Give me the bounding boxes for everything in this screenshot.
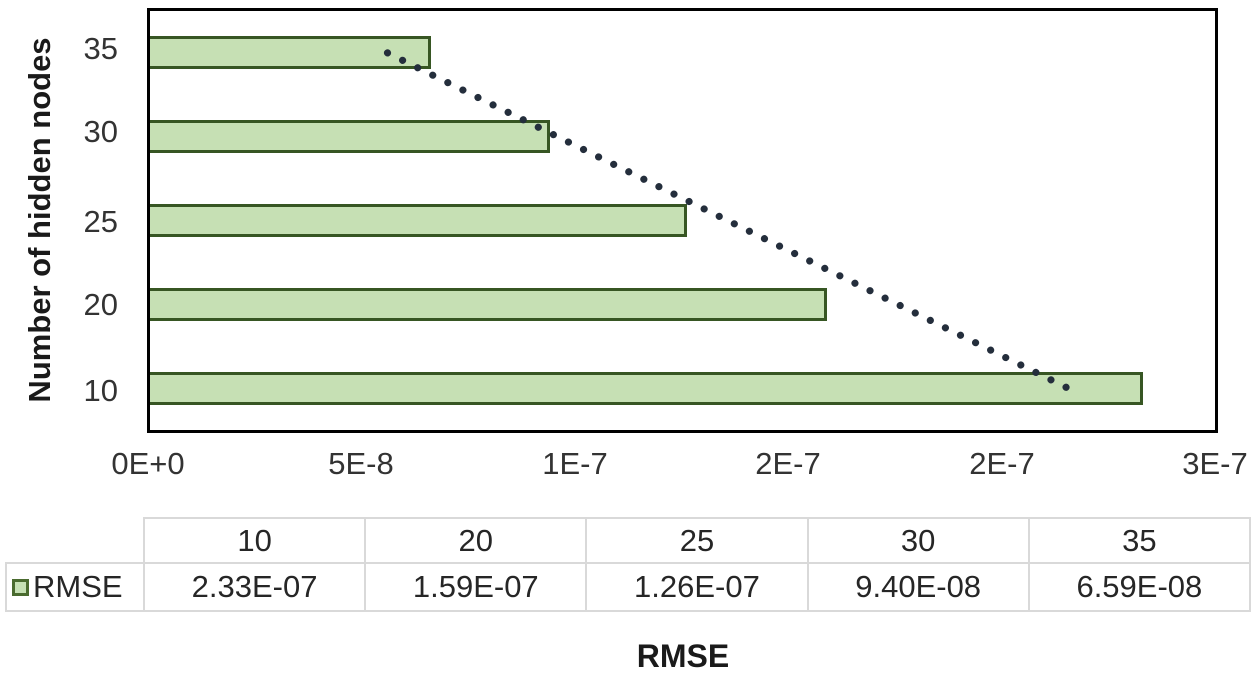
bar-nodes-35 xyxy=(150,36,431,70)
x-tick-label: 0E+0 xyxy=(111,446,185,481)
data-table: 10 20 25 30 35 RMSE 2.33E-07 1.59E-07 1.… xyxy=(5,517,1252,612)
y-tick-label: 20 xyxy=(83,287,118,322)
x-tick-label: 1E-7 xyxy=(542,446,608,481)
table-col-header: 10 xyxy=(142,517,367,564)
bar-nodes-20 xyxy=(150,287,828,321)
x-axis-title: RMSE xyxy=(636,638,730,674)
table-col-header: 30 xyxy=(806,517,1030,564)
table-col-header: 20 xyxy=(364,517,588,564)
table-value-cell: 9.40E-08 xyxy=(806,562,1030,612)
bar-nodes-30 xyxy=(150,120,551,154)
y-tick-label: 35 xyxy=(83,31,118,66)
table-corner-cell xyxy=(6,518,144,563)
bar-nodes-10 xyxy=(150,371,1143,405)
rmse-series-legend-swatch xyxy=(12,578,29,596)
x-tick-label: 3E-7 xyxy=(1182,446,1248,481)
x-tick-label: 2E-7 xyxy=(969,446,1035,481)
table-value-cell: 6.59E-08 xyxy=(1027,562,1252,612)
series-name-label: RMSE xyxy=(33,569,123,604)
table-value-cell: 1.26E-07 xyxy=(585,562,809,612)
table-col-header: 35 xyxy=(1027,517,1252,564)
x-tick-label: 5E-8 xyxy=(328,446,394,481)
table-value-cell: 2.33E-07 xyxy=(142,562,367,612)
bar-nodes-25 xyxy=(150,204,687,237)
y-tick-label: 25 xyxy=(83,204,118,239)
table-col-header: 25 xyxy=(585,517,809,564)
table-value-cell: 1.59E-07 xyxy=(364,562,588,612)
x-tick-label: 2E-7 xyxy=(755,446,821,481)
plot-area xyxy=(147,8,1218,433)
legend-cell: RMSE xyxy=(5,562,145,612)
y-tick-label: 30 xyxy=(83,114,118,149)
y-tick-label: 10 xyxy=(83,373,118,408)
